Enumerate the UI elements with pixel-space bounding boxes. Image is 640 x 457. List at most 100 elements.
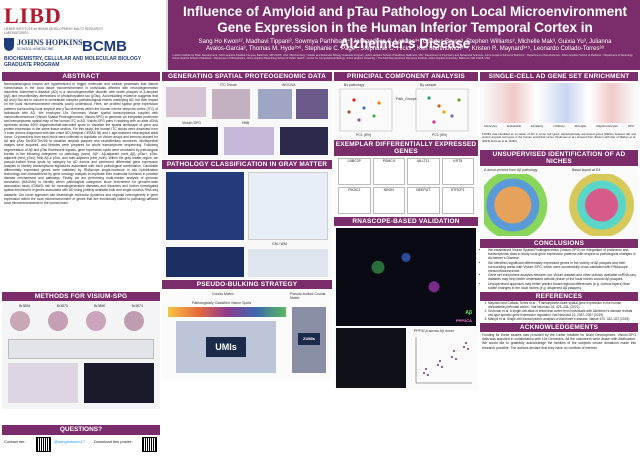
gene-boxplot: PSMC4 — [372, 158, 405, 185]
visium-slide-image — [8, 363, 78, 403]
poster-header: LIBD LIEBER INSTITUTE for BRAIN DEVELOPM… — [0, 0, 640, 70]
exemplar-figure: LBBC2P PSMC4 MLLT11 KRT5 PIK3C2 NRGN NEE… — [334, 156, 478, 216]
pathology-heading: PATHOLOGY CLASSIFICATION IN GRAY MATTER — [162, 160, 332, 169]
jh-subtitle: SCHOOL of MEDICINE — [17, 47, 54, 51]
bcmb-logo: BCMB — [82, 38, 127, 55]
gene-boxplot-grid: LBBC2P PSMC4 MLLT11 KRT5 PIK3C2 NRGN NEE… — [338, 158, 474, 214]
category-barplot — [248, 249, 328, 277]
abstract-heading: ABSTRACT — [2, 72, 160, 81]
tissue-block-image — [166, 87, 206, 117]
rnascope-heading: RNASCOPE-BASED VALIDATION — [334, 217, 478, 226]
spatial-figure: ITC Tissue WGCNA Visium-SPG HBB — [162, 81, 332, 159]
wgcna-label: WGCNA — [282, 83, 296, 87]
visium-spg-label: Visium-SPG — [182, 121, 201, 125]
rnascope-dotplot — [415, 337, 472, 384]
classified-spots-label: Pathologically Classified Visium Spots — [192, 301, 252, 305]
donor-row: Br3854 Br3873 Br3880 Br3874 — [6, 304, 156, 332]
pca-by-pathology-label: By pathology — [344, 83, 365, 87]
protein-expression-map — [280, 127, 328, 155]
methods-heading: METHODS FOR VISIUM-SPG — [2, 292, 160, 301]
spot-category-bar — [168, 307, 286, 317]
fluorescent-tissue-image — [168, 127, 218, 155]
niche-right-label: Basal layout at D4 — [572, 168, 601, 172]
pseudobulk-heading: PSEUDO-BULKING STRATEGY — [162, 280, 332, 289]
celltype-label: Astrocytes — [484, 124, 498, 128]
celltype-label: OPC — [627, 124, 634, 128]
questions-heading: QUESTIONS? — [2, 425, 160, 435]
celltype-label: Inhibitory — [553, 124, 565, 128]
counts-matrix-label: Counts Matrix — [212, 292, 234, 296]
rnascope-chart-title: PPP3CA across Aβ donor — [414, 329, 454, 333]
counts-matrix-grid: UMIs — [176, 321, 276, 373]
pseudobulk-figure: Counts Matrix Pseudo-bulked Counts Matri… — [162, 289, 332, 379]
celltype-label: Endothelial — [507, 124, 521, 128]
qr-code-contact — [36, 437, 51, 452]
unsupervised-figure: A donor-pruned from Aβ pathology Basal l… — [480, 166, 638, 238]
zumis-label: ZUMIs — [298, 333, 320, 345]
libd-subtitle: LIEBER INSTITUTE for BRAIN DEVELOPMENT M… — [4, 27, 103, 35]
spot-classification-map — [166, 172, 244, 240]
column-3: PRINCIPAL COMPONENT ANALYSIS By patholog… — [334, 72, 478, 390]
conclusion-item: We established Visium Spatial Proteogeno… — [488, 248, 636, 261]
tissue-section-image — [212, 89, 250, 119]
questions-section: QUESTIONS? Contact me: @sanghokwon17 Dow… — [2, 425, 160, 455]
rnascope-image: Aβ PPP3CA — [336, 228, 476, 326]
donor-label: Br3874 — [131, 304, 143, 308]
visium-array-image — [258, 89, 292, 119]
donor-label: Br3880 — [94, 304, 106, 308]
jh-shield-icon — [4, 38, 14, 51]
twitter-handle[interactable]: @sanghokwon17 — [54, 439, 85, 444]
libd-logo: LIBD — [4, 3, 62, 28]
conclusion-item: We identified significant differentially… — [488, 261, 636, 274]
pca-figure: By pathology By sample Path_Groups PC1 (… — [334, 81, 478, 139]
gene-boxplot: NRGN — [372, 187, 405, 214]
pca-legend-title: Path_Groups — [396, 97, 417, 101]
gene-boxplot: PIK3C2 — [338, 187, 371, 214]
conclusion-item: Unsupervised approach may better predict… — [488, 282, 636, 290]
reference-item: Grubman et al. A single-cell atlas of en… — [488, 309, 636, 317]
singlecell-figure: Astrocytes Endothelial Excitatory Inhibi… — [480, 81, 638, 149]
gene-boxplot: NEEPUT — [407, 187, 440, 214]
enrichment-heatmap — [484, 83, 634, 123]
methods-figure: Br3854 Br3873 Br3880 Br3874 — [2, 301, 160, 409]
gene-boxplot: STRCP1 — [441, 187, 474, 214]
logo-panel: LIBD LIEBER INSTITUTE for BRAIN DEVELOPM… — [0, 0, 168, 70]
rnascope-figure: Aβ PPP3CA PPP3CA across Aβ donor — [334, 226, 478, 390]
download-label: Download this poster: — [94, 439, 133, 444]
qr-code-download — [142, 437, 157, 452]
references-heading: REFERENCES — [480, 292, 638, 302]
jh-name: JOHNS HOPKINS — [17, 38, 83, 47]
author-list: Sang Ho Kwon¹², Madhavi Tippani³, Sowmya… — [198, 39, 612, 52]
gm-wm-label: GM / WM — [272, 242, 287, 246]
contact-label: Contact me: — [4, 439, 26, 444]
pca-x-label-2: PC1 (6%) — [432, 133, 448, 137]
ack-heading: ACKNOWLEDGEMENTS — [480, 323, 638, 333]
reference-item: Mathys et al. Single-cell transcriptomic… — [488, 317, 636, 321]
johns-hopkins-logo: JOHNS HOPKINS SCHOOL of MEDICINE — [4, 38, 83, 52]
pca-scatter-plots — [339, 88, 469, 132]
gene-expression-map — [224, 127, 274, 155]
brain-slice-image — [124, 311, 144, 331]
brain-slice-image — [10, 311, 30, 331]
pca-x-label: PC1 (6%) — [356, 133, 372, 137]
conclusions-list: We established Visium Spatial Proteogeno… — [480, 248, 638, 290]
rnascope-inset-image — [336, 328, 406, 388]
gm-wm-plot — [248, 172, 328, 240]
brain-slice-image — [86, 311, 106, 331]
celltype-label: Oligodendrocytes — [596, 124, 618, 128]
conclusion-item: Gene set enrichment analysis between our… — [488, 273, 636, 281]
affiliations: ¹ Lieber Institute for Brain Development… — [172, 54, 634, 61]
itc-label: ITC Tissue — [220, 83, 237, 87]
spatial-heading: GENERATING SPATIAL PROTEOGENOMIC DATA — [162, 72, 332, 81]
column-4: SINGLE-CELL AD GENE SET ENRICHMENT Astro… — [480, 72, 638, 351]
ab-channel-label: Aβ — [465, 310, 472, 316]
gray-matter-map — [166, 247, 244, 277]
pseudo-counts-matrix: ZUMIs — [292, 307, 326, 373]
celltype-label: Microglia — [574, 124, 586, 128]
brain-slice-image — [48, 311, 68, 331]
ptau-channel-label: PPP3CA — [455, 318, 472, 323]
pseudo-matrix-label: Pseudo-bulked Counts Matrix — [290, 292, 326, 300]
niche-spatial-map — [484, 174, 556, 236]
bcmb-subtitle: BIOCHEMISTRY, CELLULAR AND MOLECULAR BIO… — [4, 56, 142, 68]
wgcna-image — [296, 89, 328, 119]
